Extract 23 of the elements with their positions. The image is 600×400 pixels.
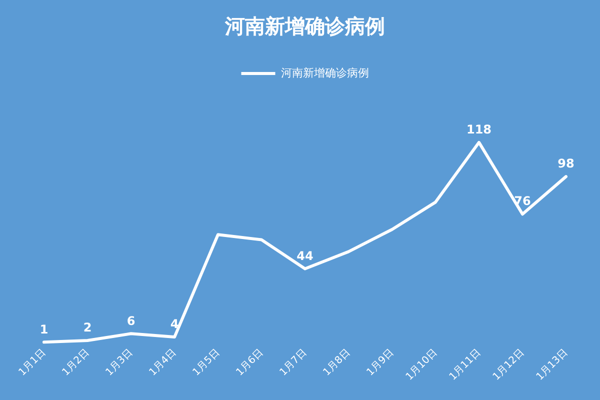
x-tick-label: 1月13日: [534, 347, 570, 383]
x-tick-label: 1月4日: [148, 347, 178, 378]
x-tick-label: 1月7日: [278, 347, 309, 378]
x-tick-label: 1月3日: [104, 347, 135, 378]
x-tick-label: 1月10日: [404, 347, 440, 383]
x-tick-label: 1月9日: [365, 347, 396, 378]
data-label: 1: [40, 322, 48, 336]
data-label: 44: [296, 248, 314, 263]
data-label: 2: [83, 320, 92, 335]
x-tick-label: 1月1日: [17, 347, 48, 378]
data-label: 6: [126, 314, 136, 328]
x-tick-label: 1月5日: [191, 347, 222, 378]
x-tick-label: 1月8日: [322, 347, 352, 378]
x-tick-label: 1月2日: [60, 347, 92, 378]
x-tick-label: 1月11日: [448, 347, 483, 383]
chart-title: 河南新增确诊病例: [224, 14, 385, 38]
data-label: 76: [514, 194, 531, 208]
x-tick-label: 1月6日: [234, 347, 266, 378]
data-label: 118: [466, 122, 492, 137]
legend-label: 河南新增确诊病例: [280, 66, 369, 80]
data-label: 4: [170, 317, 179, 332]
x-tick-label: 1月12日: [491, 347, 526, 383]
data-label: 98: [558, 156, 574, 171]
